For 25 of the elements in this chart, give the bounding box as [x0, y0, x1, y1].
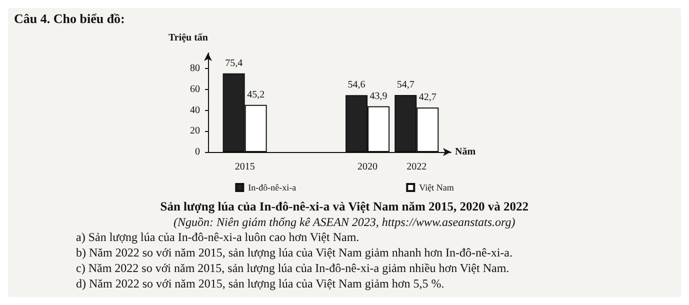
text: c) Năm 2022 so với năm 2015, sản lượng lúa của In-đô-nê-xi-a giảm nhiều hơn Việt Nam. — [76, 261, 510, 275]
legend-label: Việt Nam — [419, 182, 454, 192]
text: d) Năm 2022 so với năm 2015, sản lượng lúa của Việt Nam giảm hơn 5,5 %. — [76, 276, 444, 290]
text: (Nguồn: Niên giám thống kê ASEAN 2023, https://www.aseanstats.org) — [174, 215, 516, 229]
legend-label: In-đô-nê-xi-a — [248, 182, 296, 192]
text: Sản lượng lúa của In-đô-nê-xi-a và Việt Nam năm 2015, 2020 và 2022 — [160, 200, 529, 214]
text: a) Sản lượng lúa của In-đô-nê-xi-a luôn cao hơn Việt Nam. — [76, 230, 360, 244]
y-tick-label: 40 — [190, 104, 200, 116]
y-tick-label: 80 — [190, 63, 200, 74]
x-axis-title: Năm — [455, 146, 476, 158]
data-label: 43,9 — [370, 90, 388, 102]
y-tick-label: 0 — [195, 146, 200, 158]
data-label: 75,4 — [225, 58, 243, 69]
text: Câu 4. Cho biểu đồ: — [14, 11, 125, 26]
y-tick-label: 60 — [190, 84, 200, 95]
data-label: 45,2 — [247, 89, 265, 100]
x-tick-label: 2022 — [406, 162, 427, 172]
data-label: 42,7 — [418, 92, 436, 103]
y-tick-label: 20 — [190, 126, 200, 137]
y-axis-title: Triệu tấn — [168, 32, 208, 44]
x-tick-label: 2020 — [358, 162, 378, 172]
x-tick-label: 2015 — [234, 162, 255, 172]
data-label: 54,6 — [348, 80, 366, 91]
data-label: 54,7 — [396, 79, 414, 90]
text: b) Năm 2022 so với năm 2015, sản lượng lúa của Việt Nam giảm nhanh hơn In-đô-nê-xi-a. — [76, 246, 513, 260]
